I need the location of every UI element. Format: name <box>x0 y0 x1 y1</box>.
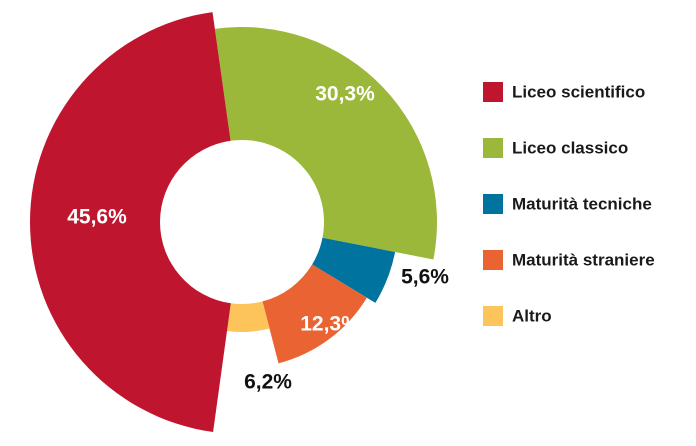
legend-swatch <box>483 82 503 102</box>
legend-label: Liceo scientifico <box>512 82 645 101</box>
legend-swatch <box>483 138 503 158</box>
legend-label: Altro <box>512 306 552 325</box>
legend-label: Liceo classico <box>512 138 628 157</box>
donut-segment <box>226 301 270 332</box>
donut-segment <box>262 264 367 364</box>
legend-label: Maturità tecniche <box>512 194 652 213</box>
legend-swatch <box>483 250 503 270</box>
donut-segment <box>312 237 396 303</box>
value-label: 12,3% <box>300 313 360 336</box>
value-label: 30,3% <box>315 83 375 106</box>
value-label: 5,6% <box>401 266 449 289</box>
legend-swatch <box>483 306 503 326</box>
value-label: 6,2% <box>244 371 292 394</box>
donut-segment <box>29 12 231 433</box>
value-label: 45,6% <box>67 206 127 229</box>
legend-swatch <box>483 194 503 214</box>
donut-segment <box>214 26 437 260</box>
legend-label: Maturità straniere <box>512 250 655 269</box>
